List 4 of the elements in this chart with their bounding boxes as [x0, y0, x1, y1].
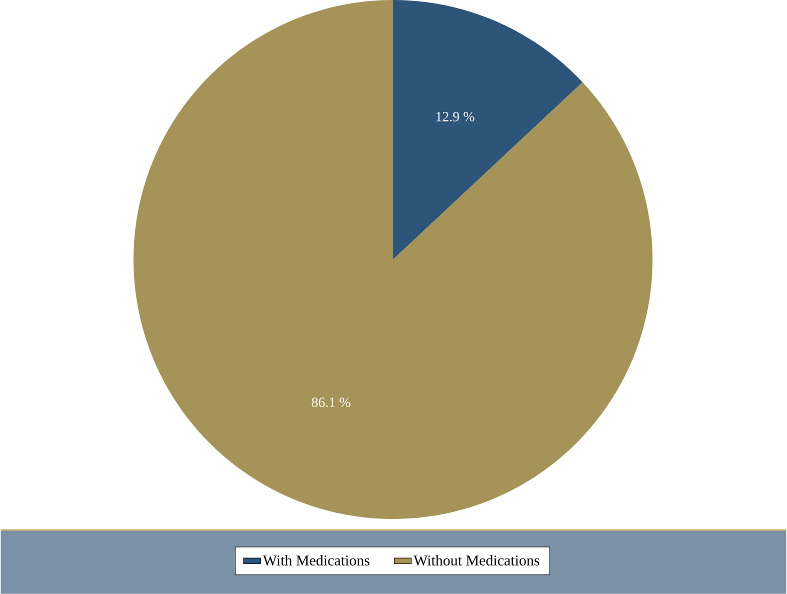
data-label: 12.9 % [436, 112, 474, 122]
legend-label: Without Medications [414, 555, 540, 566]
legend-label: With Medications [262, 555, 370, 566]
data-label: 86.1 % [312, 398, 350, 408]
